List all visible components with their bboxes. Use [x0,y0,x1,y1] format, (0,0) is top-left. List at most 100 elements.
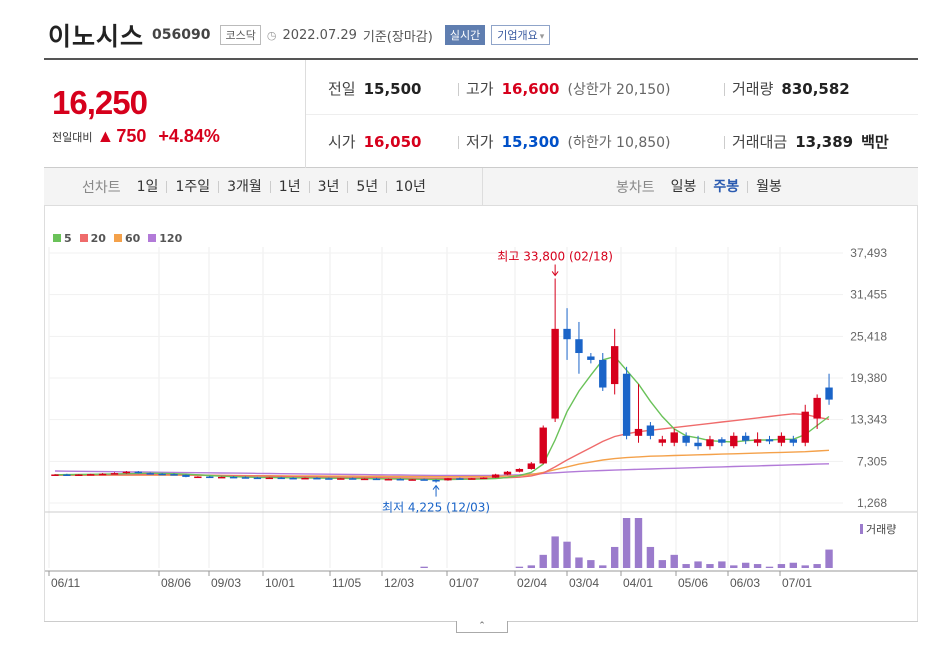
current-price: 16,250 [52,84,148,121]
candle-chart-title: 봉차트 [616,180,655,196]
tab-1w[interactable]: 1주일 [166,180,218,194]
volume-bar [610,546,619,568]
price-chart: 5 20 60 120 37,493 31,455 25,418 19,380 13,3… [44,206,918,621]
candle-body [456,478,464,480]
candle-body [51,474,59,476]
candle-body [122,471,131,474]
divider [458,83,459,96]
candle-body [372,478,381,481]
volume-bar [789,562,798,568]
candle-body [75,474,83,476]
line-chart-tabs: 선차트 1일 1주일 3개월 1년 3년 5년 10년 [82,168,434,206]
volume-legend-swatch [860,524,863,534]
low-annotation: 최저 4,225 (12/03) [382,501,490,515]
low-arrow-head [432,484,440,490]
candle-body [217,476,226,479]
realtime-button[interactable]: 실시간 [444,25,486,45]
volume-bar [527,565,536,568]
x-tick-label: 07/01 [782,576,812,590]
tab-5y[interactable]: 5년 [347,180,386,194]
candle-body [491,474,500,478]
tab-1y[interactable]: 1년 [269,180,309,194]
volume-bar [599,565,607,568]
legend-ma60: 60 [113,232,141,245]
tab-group-divider [482,168,483,206]
y-tick-label: 25,418 [850,329,887,343]
candle-body [63,474,71,476]
open-price: 시가 16,050 [328,131,422,152]
high-value: 16,600 [501,79,560,98]
y-tick-label: 7,305 [857,454,887,468]
candle-body [527,463,536,469]
candle-body [408,479,416,481]
chart-tabs: 선차트 1일 1주일 3개월 1년 3년 5년 10년 봉차트 일봉 주봉 월봉 [44,168,918,206]
quote-date: 2022.07.29 [282,27,357,43]
change-percent: +4.84% [158,126,220,146]
candle-body [158,473,166,476]
open-value: 16,050 [363,132,422,151]
candle-body [634,428,643,436]
legend-ma60-label: 60 [124,232,141,245]
tab-10y[interactable]: 10년 [386,180,434,194]
candle-body [718,439,726,443]
tab-3m[interactable]: 3개월 [218,180,270,194]
x-tick-label: 10/01 [265,576,295,590]
volume-bar [706,564,714,568]
trade-amount: 거래대금 13,389 백만 [732,131,889,152]
quote-summary: 16,250 전일대비 ▲ 750 +4.84% 전일 15,500 고가 16… [44,58,918,168]
legend-ma20-swatch [79,234,88,242]
candle-body [229,476,238,479]
candle-body [706,439,714,447]
volume-bar [420,566,428,568]
candle-body [325,478,333,480]
legend-ma5-label: 5 [64,232,72,245]
right-edge [918,58,929,649]
volume-bar [575,557,583,568]
volume-bar [813,564,821,568]
tab-1d[interactable]: 1일 [136,179,159,195]
stock-header: 이노시스 056090 코스닥 ◷ 2022.07.29 기준(장마감) 실시간… [48,18,551,52]
tab-3y[interactable]: 3년 [308,180,348,194]
x-tick-label: 11/05 [332,576,361,590]
legend-ma60-swatch [113,234,122,242]
volume-bar [825,549,833,568]
candle-body [313,477,321,480]
low-value: 15,300 [501,132,560,151]
candle-body [86,474,95,476]
candle-body [587,356,595,360]
row-divider [306,114,918,115]
divider [724,83,725,96]
candle-body [384,478,393,481]
candle-body [730,435,738,447]
candle-body [360,478,369,481]
candle-body [622,373,631,436]
candle-body [420,479,428,481]
candle-body [98,473,107,476]
candle-body [468,478,476,480]
candle-chart-tabs: 봉차트 일봉 주봉 월봉 [616,168,790,206]
candle-chart-svg: 37,493 31,455 25,418 19,380 13,343 7,305 1,268… [45,246,917,590]
candle-body [515,468,524,472]
prev-close: 전일 15,500 [328,78,422,99]
tab-daily[interactable]: 일봉 [670,179,697,195]
tab-monthly[interactable]: 월봉 [747,180,790,194]
collapse-chart-button[interactable]: ⌃ [456,621,508,633]
legend-ma5-swatch [53,234,61,242]
low-price: 저가 15,300 (하한가 10,850) [466,131,671,152]
tab-weekly[interactable]: 주봉 [704,180,747,194]
y-tick-label: 19,380 [850,371,887,385]
market-badge: 코스닥 [220,25,261,45]
candle-body [110,473,119,475]
quote-basis: 기준(장마감) [362,29,433,45]
volume-value: 830,582 [781,79,850,98]
company-overview-button[interactable]: 기업개요 ▾ [491,25,551,45]
volume-bar [694,561,702,568]
company-overview-label: 기업개요 [497,29,538,42]
candle-body [396,478,405,481]
x-tick-label: 08/06 [161,576,191,590]
quote-detail-grid: 전일 15,500 고가 16,600 (상한가 20,150) 거래량 830… [306,60,918,168]
divider [724,136,725,149]
volume-legend-label: 거래량 [866,523,896,536]
legend-ma5: 5 [53,232,72,245]
chevron-up-icon: ⌃ [478,621,486,631]
